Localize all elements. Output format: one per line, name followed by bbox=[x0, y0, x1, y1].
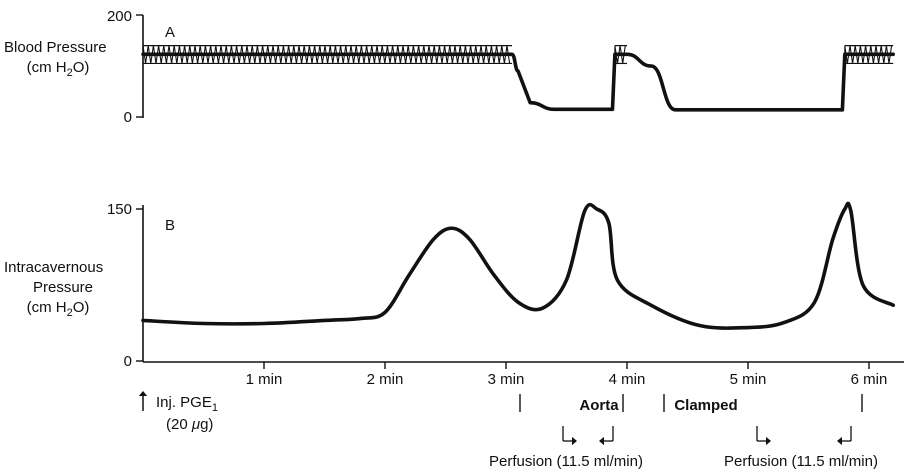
perfusion-label-1: Perfusion (11.5 ml/min) bbox=[489, 453, 643, 470]
aorta-label: Aorta bbox=[579, 397, 619, 414]
panel-b-x-tick-label-5: 5 min bbox=[730, 371, 767, 388]
perfusion-2-end-arrow-head bbox=[837, 436, 842, 446]
injection-label-line-1: Inj. PGE1 bbox=[156, 394, 218, 414]
panel-b-x-tick-label-2: 2 min bbox=[367, 371, 404, 388]
panel-a: 200 0 A Blood Pressure (cm H2O) bbox=[4, 8, 895, 126]
panel-a-label: A bbox=[165, 24, 175, 41]
panel-b-intracavernous-pressure-trace bbox=[141, 201, 895, 330]
perfusion-label-2: Perfusion (11.5 ml/min) bbox=[724, 453, 878, 470]
panel-b-x-tick-label-6: 6 min bbox=[851, 371, 888, 388]
perfusion-2-start-arrow-head bbox=[766, 436, 771, 446]
panel-a-ylabel-line-2: (cm H2O) bbox=[27, 59, 90, 79]
panel-b-ylabel-line-1: Intracavernous bbox=[4, 259, 103, 276]
clamped-label: Clamped bbox=[674, 397, 737, 414]
panel-b-ylabel-line-3: (cm H2O) bbox=[27, 299, 90, 319]
injection-label-line-2: (20 μg) bbox=[166, 416, 213, 433]
panel-a-y-tick-label-200: 200 bbox=[107, 8, 132, 25]
panel-a-ylabel-line-1: Blood Pressure bbox=[4, 39, 107, 56]
panel-b-x-tick-label-3: 3 min bbox=[488, 371, 525, 388]
panel-a-blood-pressure-trace bbox=[141, 52, 895, 112]
panel-b-y-tick-label-150: 150 bbox=[107, 201, 132, 218]
panel-a-y-tick-label-0: 0 bbox=[124, 109, 132, 126]
panel-b-ylabel-line-2: Pressure bbox=[33, 279, 93, 296]
panel-b-x-tick-label-1: 1 min bbox=[246, 371, 283, 388]
annotations: Inj. PGE1 (20 μg) Aorta Clamped Perfusion (1… bbox=[138, 391, 878, 470]
perfusion-1-end-arrow-head bbox=[599, 436, 604, 446]
panel-b-y-tick-label-0: 0 bbox=[124, 353, 132, 370]
panel-b: 150 0 B Intracavernous Pressure (cm H2O) 1 min… bbox=[4, 201, 904, 388]
injection-arrow-head bbox=[138, 391, 148, 396]
panel-b-label: B bbox=[165, 217, 175, 234]
panel-b-x-tick-label-4: 4 min bbox=[609, 371, 646, 388]
perfusion-1-start-arrow-head bbox=[572, 436, 577, 446]
